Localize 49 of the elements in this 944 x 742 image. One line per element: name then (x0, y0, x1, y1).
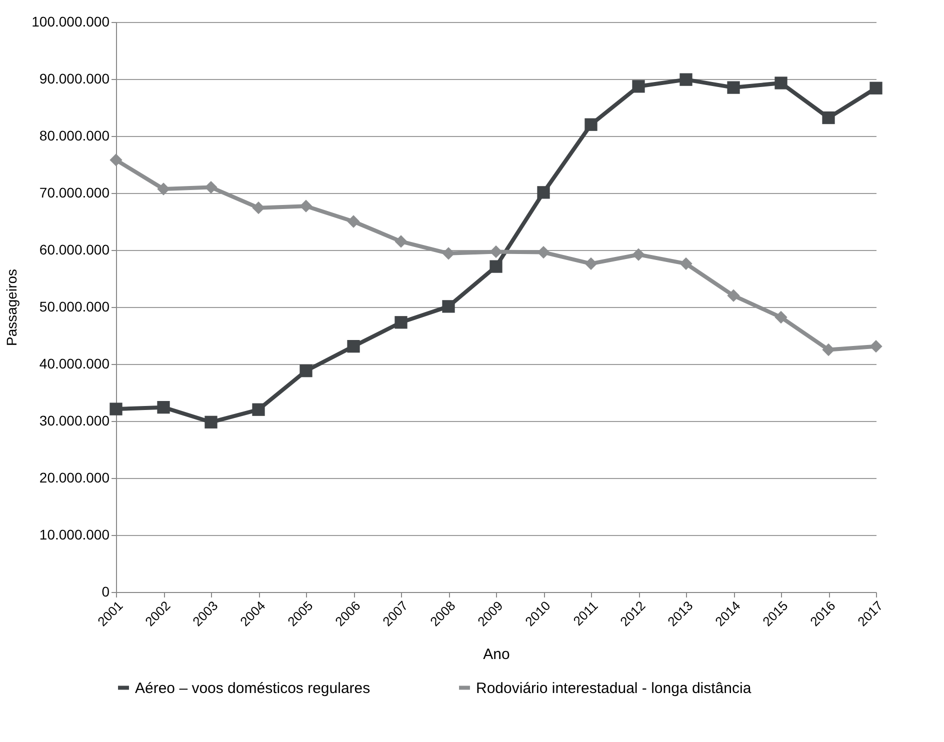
point (490, 245, 502, 258)
point (442, 247, 455, 260)
y-tick-label: 80.000.000 (39, 128, 110, 144)
y-axis-title: Passageiros (4, 268, 20, 346)
y-tick-label: 90.000.000 (39, 70, 110, 86)
point (394, 235, 408, 248)
point (822, 111, 835, 124)
point (347, 215, 360, 228)
point (632, 248, 645, 261)
point (727, 289, 740, 302)
point (110, 402, 122, 416)
point (110, 154, 122, 166)
y-tick-label: 20.000.000 (39, 470, 110, 486)
y-tick-label: 60.000.000 (39, 242, 110, 258)
point (157, 182, 170, 196)
point (490, 260, 502, 273)
legend-label: Aéreo – voos domésticos regulares (135, 680, 370, 697)
point (870, 82, 882, 94)
point (680, 257, 692, 270)
point (870, 340, 882, 353)
point (537, 186, 550, 199)
y-tick-label: 100.000.000 (32, 14, 110, 30)
y-tick-label: 30.000.000 (39, 412, 110, 428)
y-tick-label: 0 (102, 584, 110, 600)
y-tick-label: 10.000.000 (39, 526, 110, 542)
point (394, 316, 408, 329)
point (584, 257, 598, 270)
point (300, 200, 312, 212)
y-tick-label: 50.000.000 (39, 298, 110, 314)
point (774, 76, 788, 90)
point (300, 364, 312, 378)
y-tick-label: 40.000.000 (39, 356, 110, 372)
legend-label: Rodoviário interestadual - longa distância (476, 680, 752, 697)
point (204, 416, 218, 428)
point (680, 73, 692, 86)
point (774, 310, 788, 324)
point (822, 343, 835, 356)
y-tick-label: 70.000.000 (39, 184, 110, 200)
point (537, 246, 550, 259)
point (347, 340, 360, 353)
point (584, 118, 598, 131)
point (442, 300, 455, 313)
point (204, 180, 218, 194)
point (252, 201, 265, 214)
point (252, 403, 265, 416)
point (157, 400, 170, 414)
point (632, 80, 645, 93)
point (727, 81, 740, 94)
x-axis-title: Ano (483, 646, 510, 664)
